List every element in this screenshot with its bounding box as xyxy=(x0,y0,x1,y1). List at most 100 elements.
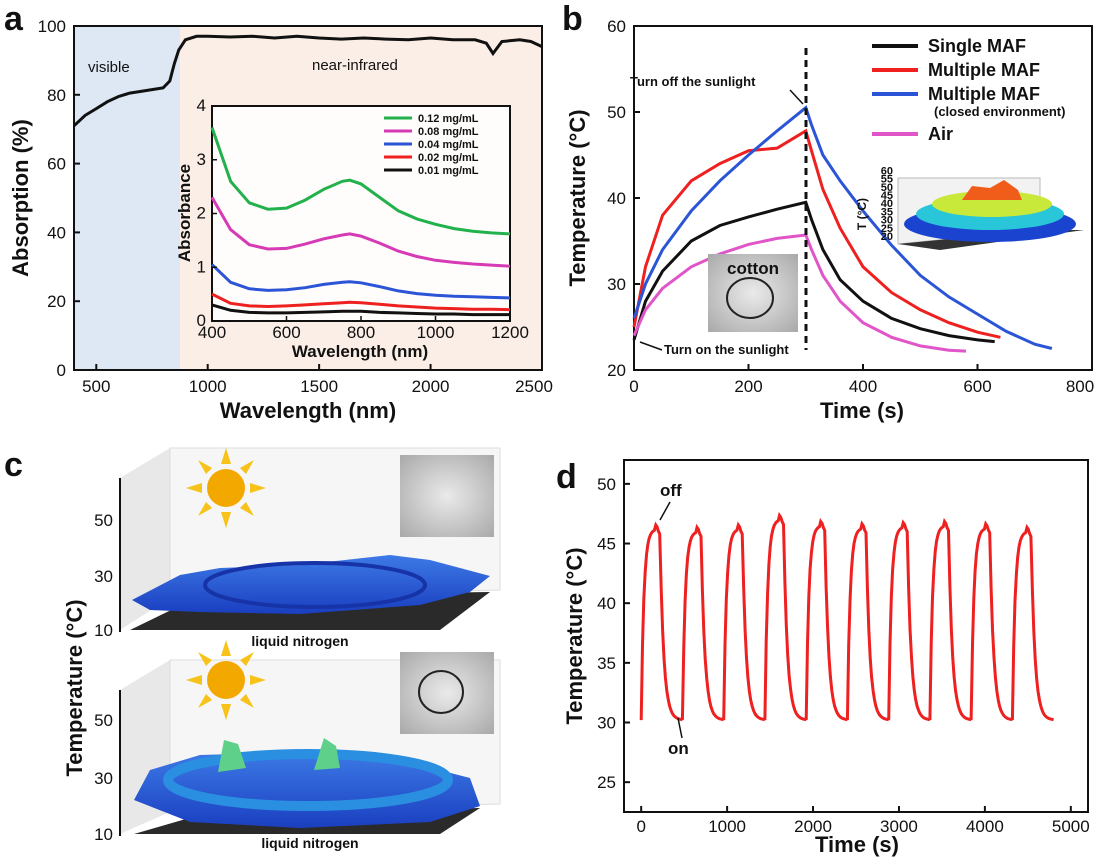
a-x-axis-title: Wavelength (nm) xyxy=(220,398,396,423)
d-y-axis-title: Temperature (°C) xyxy=(562,547,587,724)
b-series-line xyxy=(632,200,995,344)
annotation-off-arrow xyxy=(659,501,671,521)
inset-series-line xyxy=(210,127,511,236)
b-legend-label: Single MAF xyxy=(928,36,1026,56)
c-top-tick-label: 10 xyxy=(94,621,113,640)
a-y-tick-label: 20 xyxy=(47,292,66,311)
b-x-tick-label: 600 xyxy=(963,377,991,396)
inset-y-tick-label: 3 xyxy=(197,150,206,169)
panel-letter-d: d xyxy=(556,458,577,496)
d-y-tick-label: 50 xyxy=(597,475,616,494)
b-y-tick-labels: 20 30 40 50 60 xyxy=(607,17,640,380)
c-bottom-sun-icon xyxy=(186,640,266,720)
inset-3d-tick-label: 60 xyxy=(881,165,893,177)
annotation-turn-off-arrow xyxy=(789,89,804,105)
a-x-tick-labels: 500 1000 1500 2000 2500 xyxy=(82,364,553,396)
inset-3d-tick-label: 55 xyxy=(881,174,893,186)
inset-absorbance-lines xyxy=(210,127,511,317)
d-x-tick-label: 4000 xyxy=(966,817,1004,836)
a-y-tick-label: 40 xyxy=(47,223,66,242)
d-cycling-line xyxy=(639,511,1054,722)
d-y-tick-label: 30 xyxy=(597,714,616,733)
inset-series-line xyxy=(210,196,511,268)
b-x-tick-label: 0 xyxy=(629,377,638,396)
plot-frame-a xyxy=(73,25,543,371)
inset-y-tick-label: 2 xyxy=(197,204,206,223)
inset-x-tick-label: 600 xyxy=(272,323,300,342)
a-x-tick-label: 2000 xyxy=(412,377,450,396)
c-top-tick-label: 30 xyxy=(94,567,113,586)
d-x-tick-label: 2000 xyxy=(794,817,832,836)
inset-legend-label: 0.02 mg/mL xyxy=(418,152,479,164)
d-y-tick-label: 45 xyxy=(597,535,616,554)
inset-3d-tick-label: 45 xyxy=(881,190,893,202)
inset-series-line xyxy=(210,263,511,300)
annotation-turn-on-arrow xyxy=(639,341,663,351)
b-y-tick-label: 20 xyxy=(607,361,626,380)
panel-c: Temperature (°C) 10 30 50 liquid nitrogen xyxy=(62,447,501,851)
c-top-ring xyxy=(203,561,427,609)
plot-frame-d xyxy=(623,459,1089,813)
b-y-tick-label: 60 xyxy=(607,17,626,36)
inset-3d-surface-top xyxy=(932,191,1052,217)
c-top-left-wall xyxy=(120,448,170,630)
inset-frame-a xyxy=(211,105,511,322)
b-y-tick-label: 30 xyxy=(607,275,626,294)
panel-letter-a: a xyxy=(4,0,24,38)
c-bottom-tick-label: 50 xyxy=(94,711,113,730)
inset-3d-tick-label: 20 xyxy=(881,231,893,243)
inset-legend: 0.12 mg/mL0.08 mg/mL0.04 mg/mL0.02 mg/mL… xyxy=(384,113,479,177)
annotation-turn-off: Turn off the sunlight xyxy=(630,74,756,89)
a-y-tick-label: 0 xyxy=(57,361,66,380)
b-legend-label: Multiple MAF xyxy=(928,84,1040,104)
b-x-tick-label: 200 xyxy=(734,377,762,396)
b-series-line xyxy=(632,128,1001,339)
c-top-tick-label: 50 xyxy=(94,511,113,530)
b-series-line xyxy=(632,233,967,353)
a-x-tick-label: 500 xyxy=(82,377,110,396)
d-y-tick-label: 35 xyxy=(597,654,616,673)
d-x-tick-label: 1000 xyxy=(708,817,746,836)
annotation-turn-on: Turn on the sunlight xyxy=(664,342,789,357)
a-y-tick-label: 100 xyxy=(38,17,66,36)
inset-legend-label: 0.01 mg/mL xyxy=(418,165,479,177)
c-bottom-photo-ring xyxy=(418,670,464,714)
d-y-tick-label: 40 xyxy=(597,594,616,613)
inset-y-tick-labels: 0 1 2 3 4 xyxy=(197,96,217,330)
absorption-line xyxy=(72,34,543,127)
inset-y-axis-title: Absorbance xyxy=(175,164,194,262)
a-x-tick-label: 2500 xyxy=(515,377,553,396)
visible-region-shade xyxy=(74,26,180,370)
b-y-tick-label: 40 xyxy=(607,189,626,208)
c-bottom-tick-labels: 10 30 50 xyxy=(94,711,113,844)
b-y-axis-title: Temperature (°C) xyxy=(565,109,590,286)
a-y-tick-labels: 0 20 40 60 80 100 xyxy=(38,17,80,380)
inset-y-tick-label: 1 xyxy=(197,257,206,276)
inset-legend-label: 0.12 mg/mL xyxy=(418,113,479,125)
c-bottom-hotspot-2 xyxy=(314,738,340,770)
c-top-sublabel: liquid nitrogen xyxy=(251,633,348,649)
a-y-tick-label: 60 xyxy=(47,155,66,174)
c-bottom-sublabel: liquid nitrogen xyxy=(261,835,358,851)
c-top-photo xyxy=(400,455,494,537)
annotation-on: on xyxy=(668,739,689,758)
cotton-ring xyxy=(726,277,774,319)
inset-y-tick-label: 4 xyxy=(197,96,206,115)
near-infrared-label: near-infrared xyxy=(312,57,398,74)
b-series-line xyxy=(632,105,1053,350)
b-x-axis-title: Time (s) xyxy=(820,398,904,423)
inset-3d-hotspot xyxy=(962,180,1022,200)
a-x-tick-label: 1500 xyxy=(300,377,338,396)
panel-b: 0 200 400 600 800 20 30 40 50 60 Time (s) Temper… xyxy=(565,17,1094,423)
inset-3d-tick-label: 25 xyxy=(881,223,893,235)
b-legend-sublabel: (closed environment) xyxy=(934,104,1065,119)
annotation-off: off xyxy=(660,481,682,500)
panel-letter-c: c xyxy=(4,446,23,484)
inset-x-tick-labels: 400 600 800 1000 1200 xyxy=(198,316,529,342)
b-x-tick-label: 800 xyxy=(1066,377,1094,396)
b-legend-label: Multiple MAF xyxy=(928,60,1040,80)
